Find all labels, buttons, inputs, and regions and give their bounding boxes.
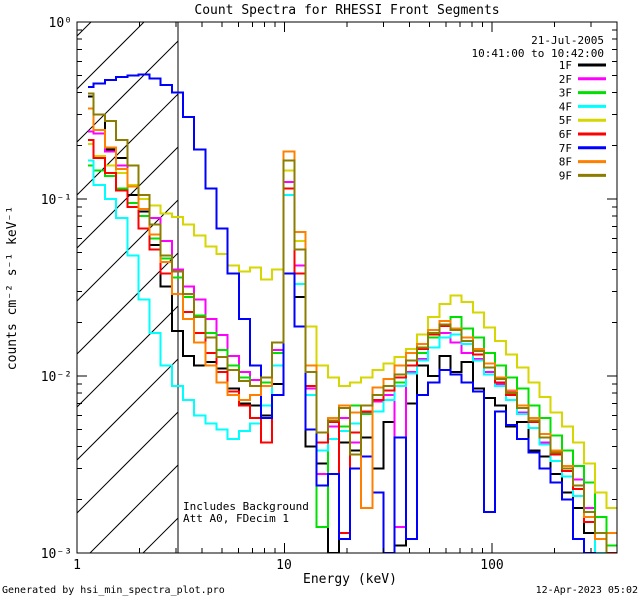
- series-line-4F: [88, 159, 608, 553]
- hatch-line: [77, 252, 178, 355]
- plot-frame: [76, 21, 618, 554]
- footer-timestamp: 12-Apr-2023 05:02: [536, 585, 638, 596]
- hatched-region: [77, 22, 178, 553]
- legend-label-7F: 7F: [559, 142, 572, 155]
- plot-title: Count Spectra for RHESSI Front Segments: [194, 3, 499, 18]
- series-line-5F: [88, 142, 617, 509]
- x-axis-label: Energy (keV): [303, 572, 397, 587]
- y-tick-label: 10⁻³: [41, 547, 72, 562]
- legend-label-8F: 8F: [559, 156, 572, 169]
- y-axis-label: counts cm⁻² s⁻¹ keV⁻¹: [5, 206, 20, 370]
- legend-label-4F: 4F: [559, 100, 572, 113]
- hatch-line: [77, 40, 178, 143]
- hatch-line: [77, 411, 178, 514]
- annotation-background: Includes Background: [183, 500, 309, 513]
- axis-ticks: [76, 21, 617, 554]
- legend-label-3F: 3F: [559, 87, 572, 100]
- legend-label-6F: 6F: [559, 128, 572, 141]
- series-line-8F: [88, 107, 617, 540]
- y-tick-label: 10⁻²: [41, 370, 72, 385]
- footer-generator: Generated by hsi_min_spectra_plot.pro: [2, 585, 225, 596]
- legend-label-9F: 9F: [559, 169, 572, 182]
- series-line-1F: [88, 95, 608, 553]
- legend-label-1F: 1F: [559, 59, 572, 72]
- series-line-7F: [88, 73, 597, 553]
- hatch-line: [77, 358, 178, 461]
- series-lines: [88, 73, 617, 553]
- legend-label-5F: 5F: [559, 114, 572, 127]
- series-line-6F: [88, 139, 617, 553]
- x-tick-label: 100: [480, 558, 503, 573]
- observation-date: 21-Jul-2005: [531, 34, 604, 47]
- series-line-3F: [88, 164, 617, 547]
- series-line-2F: [88, 130, 617, 553]
- series-line-9F: [88, 92, 608, 553]
- hatch-line: [142, 517, 178, 553]
- annotation-attenuator: Att A0, FDecim 1: [183, 512, 289, 525]
- hatch-line: [77, 305, 178, 408]
- hatch-line: [77, 22, 92, 37]
- x-tick-label: 1: [73, 558, 81, 573]
- y-tick-label: 10⁻¹: [41, 193, 72, 208]
- legend-label-2F: 2F: [559, 73, 572, 86]
- hatch-line: [77, 22, 145, 90]
- x-tick-label: 10: [276, 558, 292, 573]
- observation-time-range: 10:41:00 to 10:42:00: [472, 47, 604, 60]
- hatch-line: [89, 464, 178, 553]
- y-tick-label: 10⁰: [49, 16, 72, 31]
